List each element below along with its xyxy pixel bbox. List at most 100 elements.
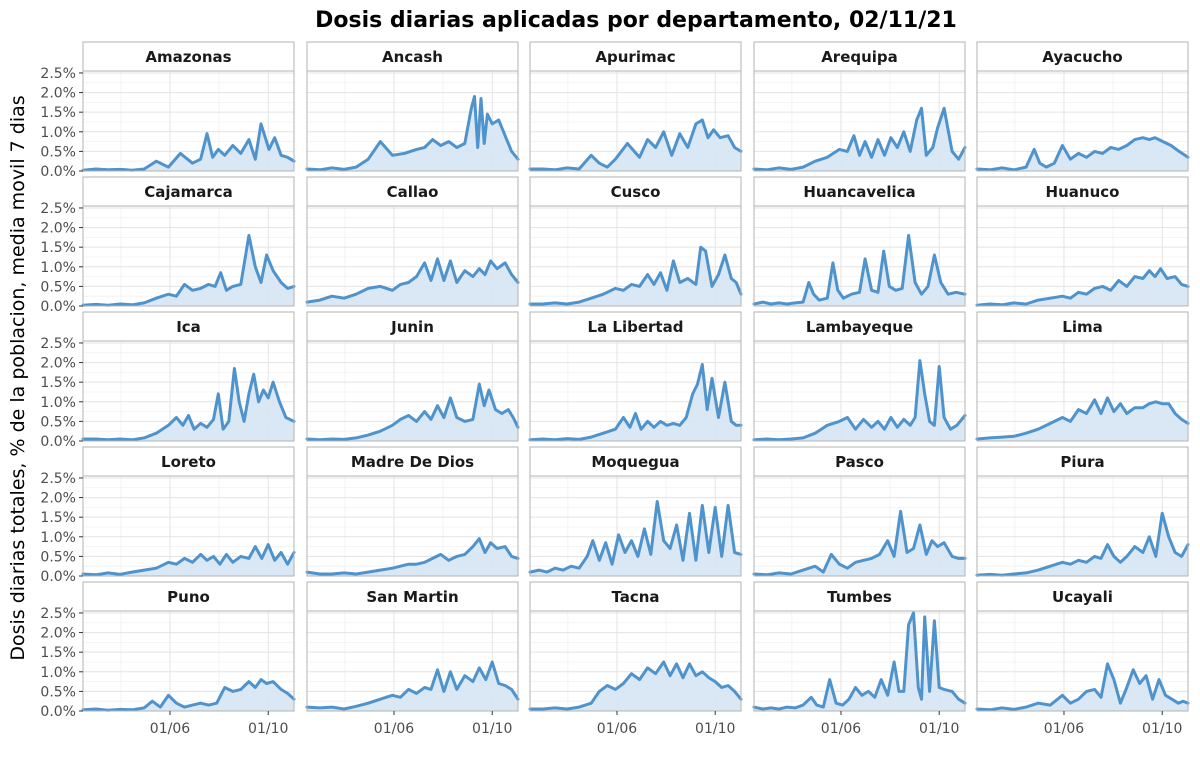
series-area bbox=[307, 538, 518, 576]
facet-strip bbox=[976, 41, 1189, 72]
panel-border bbox=[753, 610, 966, 712]
facet-label: Ayacucho bbox=[1042, 48, 1122, 66]
facet-label: Ancash bbox=[382, 48, 443, 66]
y-tick-label: 2.0% bbox=[40, 86, 76, 102]
series-line bbox=[975, 396, 1190, 441]
y-tick-label: 0.5% bbox=[40, 549, 76, 565]
series-line bbox=[975, 267, 1190, 307]
y-tick-label: 0.5% bbox=[40, 414, 76, 430]
facet-strip bbox=[753, 176, 966, 207]
series-line bbox=[752, 106, 967, 172]
facet-strip bbox=[82, 446, 295, 477]
y-tick-label: 1.5% bbox=[40, 645, 76, 661]
y-tick-label: 2.0% bbox=[40, 356, 76, 372]
facet-strip bbox=[753, 581, 966, 612]
x-tick-label: 01/06 bbox=[1044, 721, 1084, 737]
series-line bbox=[975, 136, 1190, 172]
panel-border bbox=[82, 340, 295, 442]
facet-label: Huancavelica bbox=[803, 183, 915, 201]
panel-border bbox=[306, 610, 519, 712]
facet-strip bbox=[976, 311, 1189, 342]
x-tick-label: 01/06 bbox=[374, 721, 414, 737]
y-tick-label: 2.5% bbox=[40, 606, 76, 622]
facet-strip bbox=[306, 41, 519, 72]
facet-strip bbox=[306, 311, 519, 342]
facet-strip bbox=[529, 446, 742, 477]
facet-strip bbox=[306, 581, 519, 612]
facet-label: Arequipa bbox=[821, 48, 898, 66]
series-line bbox=[528, 363, 743, 442]
facet-label: San Martin bbox=[366, 588, 458, 606]
series-area bbox=[307, 384, 518, 441]
series-line bbox=[81, 543, 296, 577]
facet-strip bbox=[82, 176, 295, 207]
panel-ancash: Ancash bbox=[305, 41, 520, 172]
series-line bbox=[305, 660, 520, 711]
y-tick-label: 0.0% bbox=[40, 434, 76, 450]
series-area bbox=[754, 613, 965, 711]
y-tick-label: 0.0% bbox=[40, 704, 76, 720]
facet-label: Moquegua bbox=[591, 453, 679, 471]
series-line bbox=[752, 509, 967, 577]
series-area bbox=[83, 679, 294, 711]
y-tick-label: 1.5% bbox=[40, 375, 76, 391]
panel-border bbox=[82, 475, 295, 577]
facet-strip bbox=[976, 446, 1189, 477]
y-axis-label: Dosis diarias totales, % de la poblacion… bbox=[7, 95, 29, 660]
y-tick-label: 0.0% bbox=[40, 299, 76, 315]
facet-label: La Libertad bbox=[588, 318, 684, 336]
facet-label: Cajamarca bbox=[144, 183, 233, 201]
y-tick-label: 2.5% bbox=[40, 66, 76, 82]
facet-strip bbox=[82, 581, 295, 612]
panel-san-martin: San Martin 01/06 01/10 bbox=[305, 581, 520, 737]
panel-border bbox=[306, 475, 519, 577]
facet-label: Ica bbox=[176, 318, 201, 336]
series-area bbox=[83, 123, 294, 171]
series-line bbox=[305, 257, 520, 304]
x-tick-label: 01/06 bbox=[150, 721, 190, 737]
x-tick-label: 01/10 bbox=[695, 721, 735, 737]
facet-label: Junin bbox=[390, 318, 434, 336]
panel-border bbox=[753, 475, 966, 577]
facet-label: Madre De Dios bbox=[351, 453, 474, 471]
panel-border bbox=[306, 205, 519, 307]
series-area bbox=[530, 120, 741, 171]
panel-ica: Ica 0.0% 0.5% 1.0% 1.5% 2.0% 2.5% bbox=[40, 311, 296, 450]
series-area bbox=[530, 247, 741, 306]
series-area bbox=[530, 662, 741, 711]
series-line bbox=[528, 118, 743, 172]
panel-border bbox=[976, 475, 1189, 577]
x-tick-label: 01/10 bbox=[248, 721, 288, 737]
y-tick-label: 2.0% bbox=[40, 626, 76, 642]
series-line bbox=[81, 367, 296, 442]
facet-strip bbox=[976, 581, 1189, 612]
series-line bbox=[975, 511, 1190, 577]
series-line bbox=[528, 660, 743, 711]
panel-pasco: Pasco bbox=[752, 446, 967, 577]
panel-border bbox=[306, 340, 519, 442]
y-tick-label: 1.5% bbox=[40, 105, 76, 121]
chart-title: Dosis diarias aplicadas por departamento… bbox=[315, 8, 957, 33]
facet-strip bbox=[753, 41, 966, 72]
facet-label: Puno bbox=[167, 588, 210, 606]
facet-strip bbox=[753, 446, 966, 477]
series-area bbox=[530, 501, 741, 576]
y-tick-label: 0.0% bbox=[40, 164, 76, 180]
series-area bbox=[83, 368, 294, 441]
panel-cusco: Cusco bbox=[528, 176, 743, 307]
panel-border bbox=[82, 70, 295, 172]
y-tick-label: 2.5% bbox=[40, 471, 76, 487]
facet-label: Pasco bbox=[835, 453, 884, 471]
facet-strip bbox=[529, 41, 742, 72]
x-tick-label: 01/10 bbox=[919, 721, 959, 737]
panel-border bbox=[306, 70, 519, 172]
series-line bbox=[528, 245, 743, 306]
facet-strip bbox=[529, 311, 742, 342]
x-tick-label: 01/10 bbox=[1142, 721, 1182, 737]
x-tick-label: 01/10 bbox=[472, 721, 512, 737]
series-line bbox=[975, 662, 1190, 712]
facet-label: Cusco bbox=[611, 183, 661, 201]
facet-strip bbox=[82, 41, 295, 72]
